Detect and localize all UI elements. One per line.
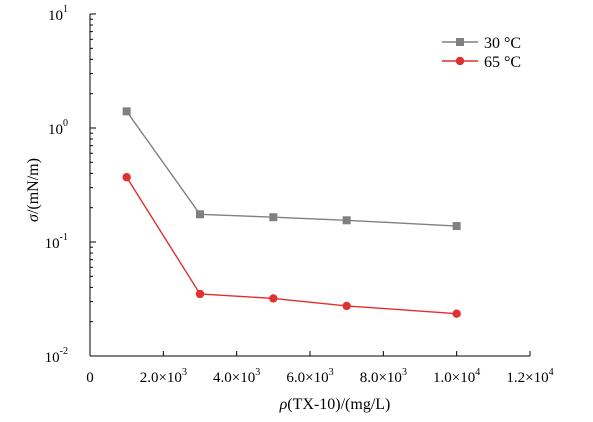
y-axis-label: σ/(mN/m) (25, 158, 42, 222)
series-2-point (269, 294, 278, 303)
x-tick-label: 6.0×103 (286, 367, 333, 386)
x-tick-label: 1.0×104 (433, 367, 480, 386)
x-axis-label-symbol: ρ (279, 396, 288, 413)
x-axis-label: ρ(TX-10)/(mg/L) (279, 396, 391, 413)
series-line-2 (126, 176, 457, 315)
series-1-point (452, 222, 461, 231)
x-tick-label: 4.0×103 (213, 367, 260, 386)
chart-series (122, 107, 461, 318)
y-tick-label: 100 (48, 118, 68, 138)
y-tick-label: 101 (48, 4, 68, 24)
legend-label-2: 65 °C (484, 54, 521, 71)
series-line-1 (126, 110, 457, 227)
chart-legend: 30 °C 65 °C (442, 35, 521, 71)
chart-ticks: 0 2.0×103 4.0×103 6.0×103 8.0×103 1.0×104 1.2×… (45, 4, 554, 386)
x-axis-label-text: (TX-10)/(mg/L) (287, 396, 390, 413)
x-tick-label: 0 (86, 370, 94, 386)
series-1-point (342, 216, 351, 225)
x-tick-label: 2.0×103 (140, 367, 187, 386)
legend-label-1: 30 °C (484, 35, 521, 52)
series-1-point (122, 107, 131, 116)
series-1-point (269, 213, 278, 222)
x-tick-label: 1.2×104 (506, 367, 553, 386)
series-2-point (452, 309, 461, 318)
legend-marker-1 (456, 38, 464, 46)
y-axis-label-text: /(mN/m) (25, 158, 42, 214)
y-tick-label: 10-1 (45, 232, 68, 252)
chart-axes (89, 14, 530, 357)
y-tick-label: 10-2 (45, 346, 68, 366)
series-1-point (196, 210, 204, 219)
x-tick-label: 8.0×103 (360, 367, 407, 386)
series-2-point (122, 173, 131, 182)
series-2-point (342, 301, 351, 311)
legend-marker-2 (455, 56, 465, 66)
y-axis-label-symbol: σ (25, 213, 42, 222)
series-2-point (195, 289, 205, 299)
